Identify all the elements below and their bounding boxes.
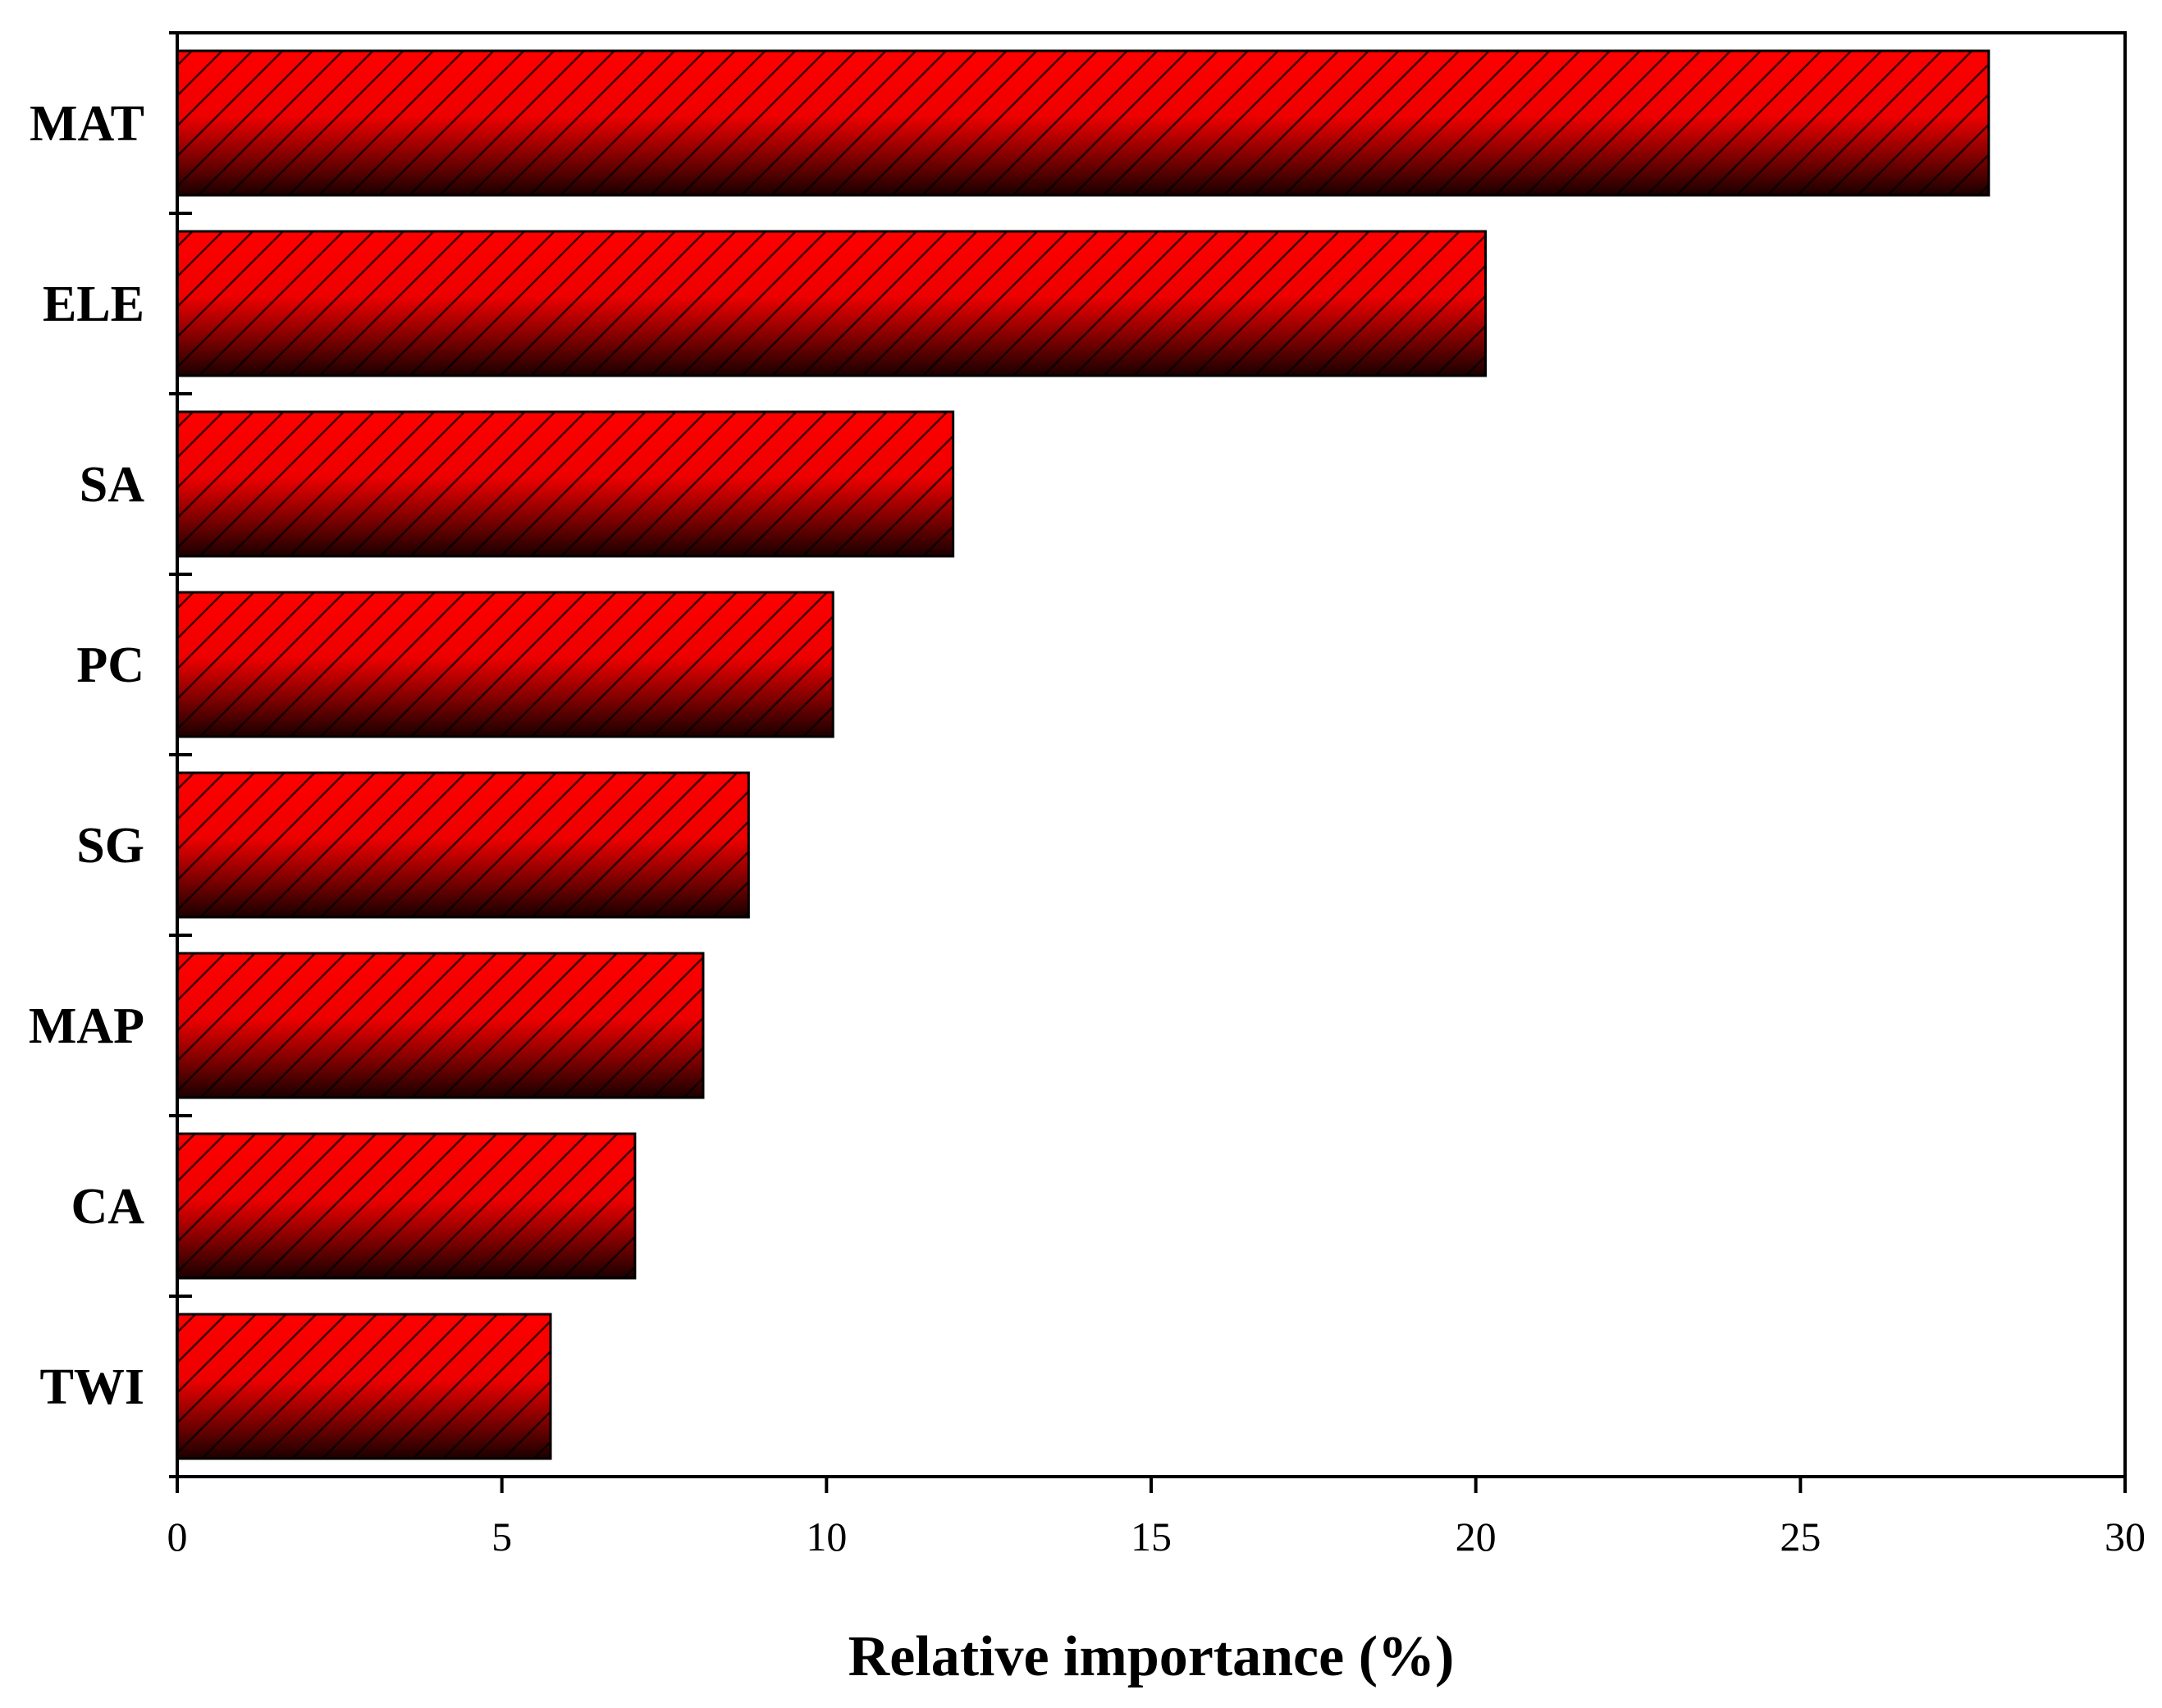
- bar-sa: [176, 410, 955, 558]
- y-tick-label-ca: CA: [71, 1179, 144, 1235]
- y-tick-label-sg: SG: [76, 818, 144, 874]
- x-axis-title: Relative importance (%): [848, 1625, 1455, 1688]
- x-tick-label-10: 10: [806, 1514, 847, 1560]
- bar-mat: [176, 49, 1991, 197]
- x-tick-label-20: 20: [1456, 1514, 1497, 1560]
- bar-hatch: [177, 1314, 551, 1459]
- bar-hatch: [177, 412, 953, 556]
- y-tick-label-mat: MAT: [30, 96, 144, 152]
- x-tick-label-30: 30: [2105, 1514, 2146, 1560]
- bar-ca: [176, 1132, 637, 1280]
- axes-layer: [169, 31, 2127, 1493]
- bar-hatch: [177, 953, 703, 1098]
- bar-hatch: [177, 51, 1989, 195]
- x-tick-label-25: 25: [1780, 1514, 1821, 1560]
- y-tick-label-map: MAP: [29, 998, 144, 1054]
- bar-sg: [176, 771, 750, 919]
- bar-hatch: [177, 773, 749, 917]
- bar-hatch: [177, 231, 1486, 376]
- bar-hatch: [177, 1134, 635, 1278]
- x-tick-label-15: 15: [1131, 1514, 1172, 1560]
- x-tick-label-0: 0: [167, 1514, 188, 1560]
- labels-layer: MAT ELE SA PC SG MAP CA TWI 0 5 10 15 20 25 30: [29, 96, 2146, 1560]
- y-tick-label-pc: PC: [76, 637, 144, 693]
- bar-hatch: [177, 592, 834, 737]
- bar-map: [176, 952, 705, 1099]
- y-tick-label-twi: TWI: [40, 1359, 144, 1415]
- y-tick-label-ele: ELE: [43, 276, 144, 332]
- bars-layer: [176, 49, 1991, 1460]
- bar-pc: [176, 591, 834, 738]
- bar-ele: [176, 230, 1488, 377]
- bar-twi: [176, 1313, 552, 1460]
- y-tick-label-sa: SA: [80, 457, 144, 513]
- x-tick-label-5: 5: [491, 1514, 512, 1560]
